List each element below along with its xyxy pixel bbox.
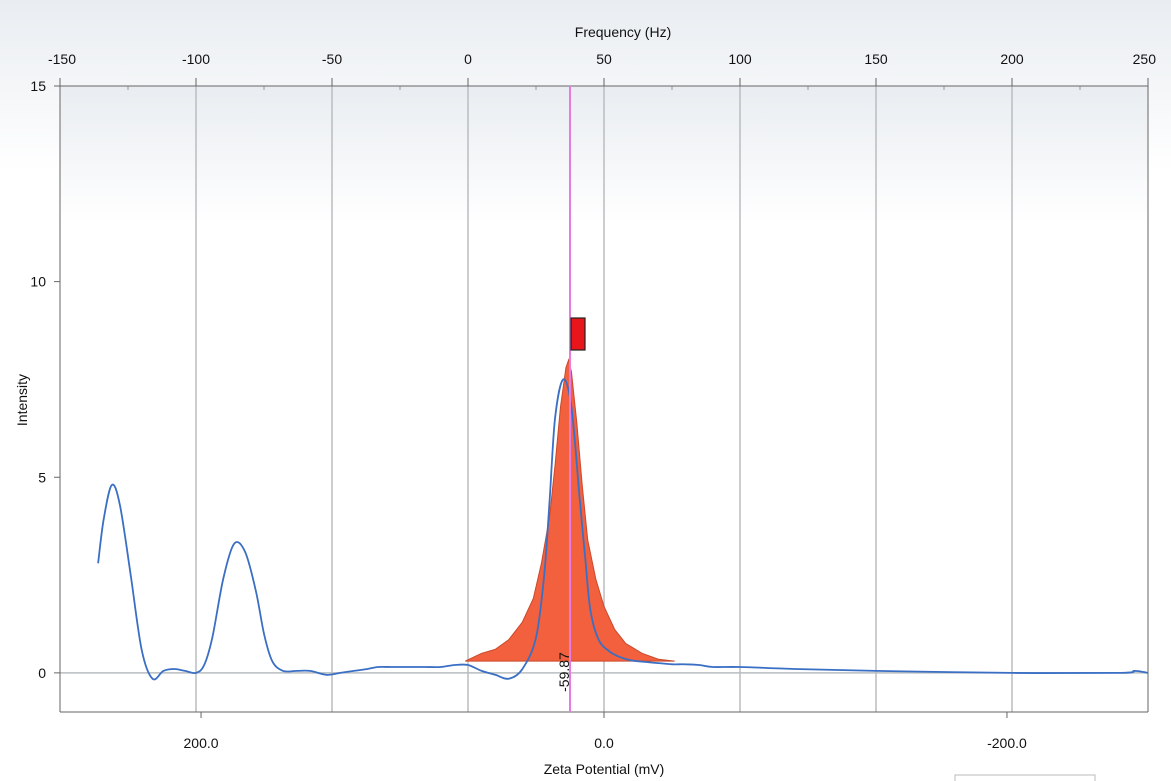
bottom-tick-label: 0.0 — [594, 735, 614, 751]
y-tick-label: 15 — [30, 78, 46, 94]
top-tick-label: 50 — [596, 51, 612, 67]
y-axis-title: Intensity — [14, 374, 30, 426]
y-tick-label: 5 — [38, 469, 46, 485]
bottom-tick-label: -200.0 — [987, 735, 1027, 751]
y-tick-label: 0 — [38, 665, 46, 681]
bottom-axis-title: Zeta Potential (mV) — [544, 761, 665, 777]
top-tick-label: 150 — [864, 51, 888, 67]
scroll-stub — [954, 774, 1096, 781]
top-axis-title: Frequency (Hz) — [575, 24, 671, 40]
top-tick-label: 100 — [728, 51, 752, 67]
marker-value-label: -59.87 — [556, 652, 572, 692]
peak-flag — [570, 317, 586, 351]
top-tick-label: 250 — [1133, 51, 1157, 67]
top-tick-label: 0 — [464, 51, 472, 67]
top-tick-label: -50 — [322, 51, 342, 67]
bottom-tick-label: 200.0 — [184, 735, 219, 751]
top-tick-label: -100 — [182, 51, 210, 67]
intensity-curve — [97, 378, 1149, 681]
y-tick-label: 10 — [30, 274, 46, 290]
top-tick-label: -150 — [48, 51, 76, 67]
top-tick-label: 200 — [1000, 51, 1024, 67]
